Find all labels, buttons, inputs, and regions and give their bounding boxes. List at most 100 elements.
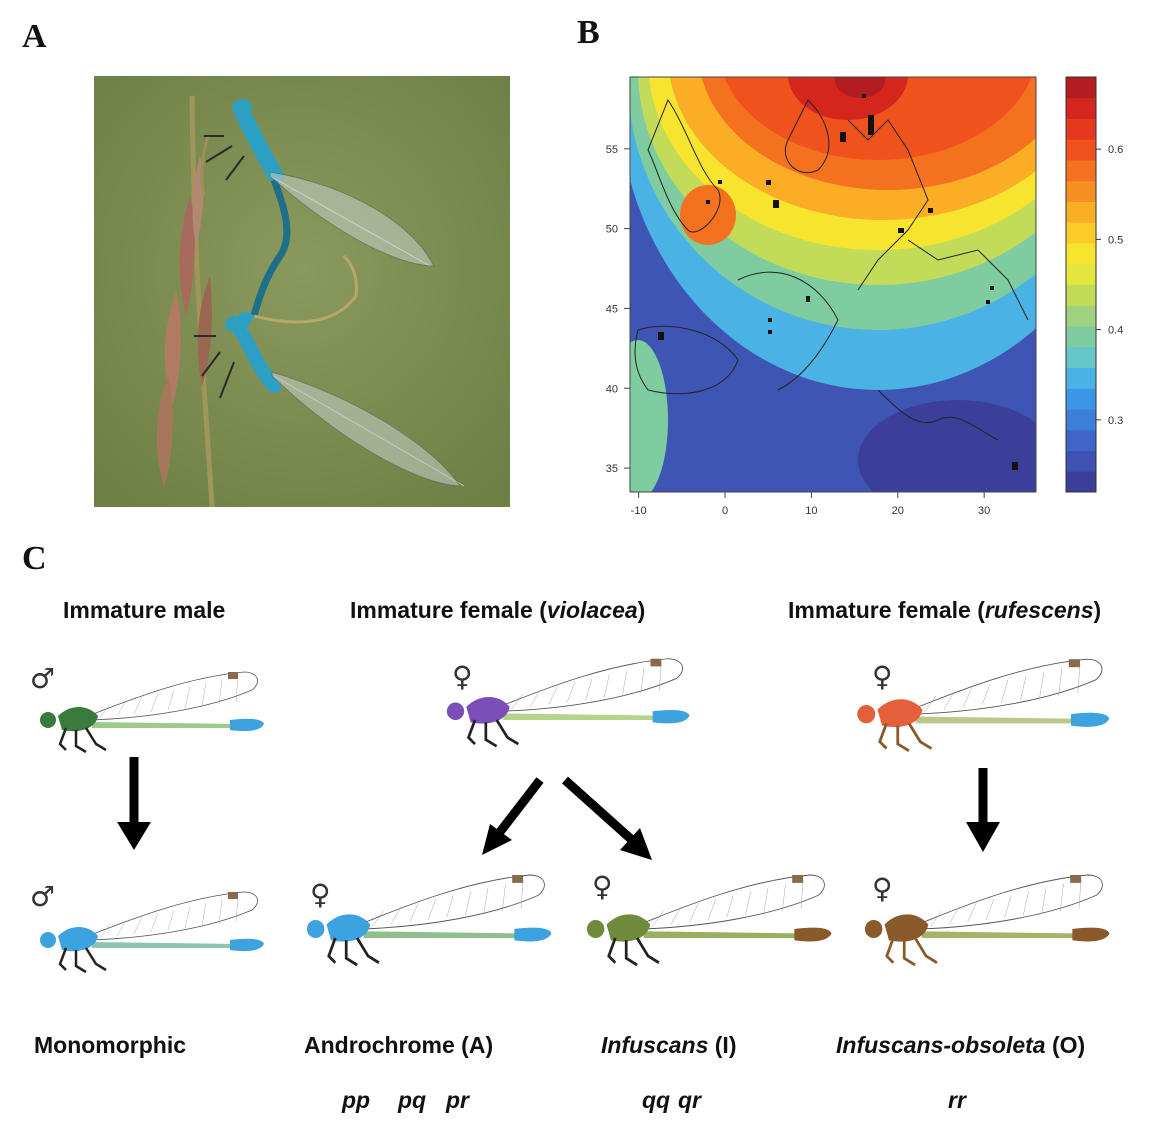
label-infuscans-obsoleta: Infuscans-obsoleta (O) <box>836 1032 1085 1059</box>
x-tick-label: -10 <box>631 505 647 517</box>
y-tick-label: 55 <box>606 144 618 156</box>
legs <box>878 722 933 753</box>
colorbar-bin <box>1066 450 1096 472</box>
pterostigma <box>228 892 238 899</box>
title-rufescens-close: ) <box>1093 597 1102 623</box>
head <box>40 712 56 728</box>
colorbar-bin <box>1066 388 1096 410</box>
colorbar-bin <box>1066 263 1096 285</box>
abdomen-tip <box>230 718 264 732</box>
genotype-pq: pq <box>398 1087 427 1113</box>
frequency-heatmap: -10 0 10 20 30 35 40 45 50 55 0.3 0.4 0.5 0.6 <box>606 76 1123 517</box>
damselfly-infuscans-obsoleta <box>864 874 1110 967</box>
abdomen-tip <box>1072 927 1110 942</box>
colorbar-bin <box>1066 97 1096 119</box>
genotype-qr: qr <box>678 1087 701 1113</box>
wing <box>358 874 545 930</box>
colorbar-bin <box>1066 222 1096 244</box>
pterostigma <box>228 672 238 679</box>
damselfly-immature-female-violacea <box>446 658 690 748</box>
title-rufescens-name: rufescens <box>984 597 1094 623</box>
female-symbol-violacea: ♀ <box>452 660 473 693</box>
label-androchrome: Androchrome (A) <box>304 1032 494 1058</box>
legs <box>466 719 520 748</box>
thorax <box>466 697 510 724</box>
abdomen <box>363 931 526 938</box>
arrowhead-androchrome <box>482 824 512 855</box>
thorax <box>58 707 98 732</box>
abdomen-tip <box>652 709 690 724</box>
pterostigma <box>1068 659 1080 668</box>
y-tick-label: 40 <box>606 383 618 395</box>
colorbar-bin <box>1066 471 1096 493</box>
label-infuscans-code: (I) <box>708 1032 737 1058</box>
arrowhead-infuscans <box>620 828 652 860</box>
arrowhead-male <box>117 822 151 850</box>
pterostigma <box>1070 875 1082 883</box>
head <box>586 920 605 938</box>
legs <box>885 937 938 967</box>
wing <box>638 874 825 930</box>
legs <box>607 937 660 967</box>
title-immature-female-rufescens: Immature female (rufescens) <box>788 597 1101 624</box>
plot-frame <box>629 76 1037 493</box>
arrow-to-androchrome <box>496 777 544 835</box>
damselfly-immature-male <box>40 671 264 754</box>
head <box>40 932 56 948</box>
colorbar <box>1065 76 1097 493</box>
head <box>306 920 325 938</box>
label-monomorphic: Monomorphic <box>34 1032 187 1058</box>
x-tick-label: 30 <box>978 505 990 517</box>
abdomen-tip <box>230 938 264 952</box>
panel-label-c: C <box>22 540 47 577</box>
damselfly-mating-photo <box>94 76 510 507</box>
pterostigma <box>512 875 524 883</box>
colorbar-bin <box>1066 180 1096 202</box>
colorbar-bin <box>1066 284 1096 306</box>
panel-label-a: A <box>22 18 47 55</box>
arrow-to-infuscans <box>561 776 636 844</box>
label-infuscans-name: Infuscans <box>601 1032 709 1058</box>
wing <box>910 658 1103 715</box>
title-violacea-prefix: Immature female ( <box>350 597 547 623</box>
y-axis: 35 40 45 50 55 <box>606 144 630 475</box>
y-tick-label: 35 <box>606 463 618 475</box>
abdomen <box>92 722 240 728</box>
x-tick-label: 10 <box>805 505 817 517</box>
legs <box>327 937 380 967</box>
female-symbol-infuscans: ♀ <box>592 870 613 903</box>
colorbar-bin <box>1066 77 1096 99</box>
head <box>446 702 465 720</box>
legs <box>58 727 107 754</box>
x-axis: -10 0 10 20 30 <box>631 492 990 517</box>
panel-label-b: B <box>577 14 600 51</box>
wing <box>87 671 258 721</box>
title-violacea-close: ) <box>637 597 646 623</box>
head <box>864 920 883 938</box>
colorbar-tick-label: 0.6 <box>1108 144 1123 156</box>
title-violacea-name: violacea <box>546 597 638 623</box>
wing <box>87 891 258 941</box>
x-tick-label: 0 <box>722 505 728 517</box>
male-symbol-bottom: ♂ <box>30 880 56 913</box>
genotype-qq: qq <box>642 1087 671 1113</box>
colorbar-bin <box>1066 346 1096 368</box>
genotype-pr: pr <box>446 1087 469 1113</box>
abdomen <box>643 931 806 938</box>
wing <box>498 658 683 712</box>
abdomen-tip <box>514 927 552 942</box>
colorbar-tick-label: 0.3 <box>1108 415 1123 427</box>
genotype-pp: pp <box>342 1087 371 1113</box>
thorax <box>58 927 98 952</box>
damselfly-immature-female-rufescens <box>857 658 1110 753</box>
abdomen <box>503 713 664 720</box>
abdomen-tip <box>1071 712 1110 727</box>
thorax <box>877 699 923 728</box>
genotype-rr: rr <box>948 1087 966 1113</box>
heatmap-field <box>630 77 1036 492</box>
colorbar-bin <box>1066 118 1096 140</box>
colorbar-ticks: 0.3 0.4 0.5 0.6 <box>1096 144 1123 427</box>
colorbar-bin <box>1066 305 1096 327</box>
colorbar-bin <box>1066 139 1096 161</box>
damselfly-mature-male <box>40 891 264 974</box>
